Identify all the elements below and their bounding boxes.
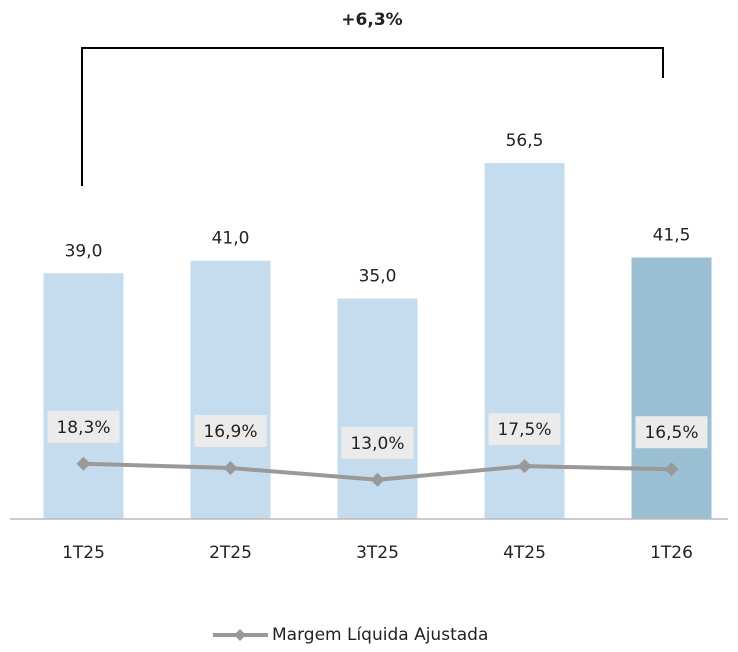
bar-value-label: 35,0 — [359, 267, 397, 287]
x-tick-label: 2T25 — [209, 543, 252, 563]
bar-value-label: 41,0 — [212, 229, 250, 249]
line-marker — [76, 456, 91, 471]
line-value-label: 17,5% — [497, 420, 551, 440]
x-tick-label: 4T25 — [503, 543, 546, 563]
x-tick-label: 3T25 — [356, 543, 399, 563]
bar — [190, 260, 271, 519]
bar-value-label: 41,5 — [653, 226, 691, 246]
line-label-box — [635, 416, 708, 449]
line-label-box — [341, 426, 414, 459]
line-value-label: 18,3% — [56, 418, 110, 438]
line-marker — [517, 459, 532, 474]
line-label-box — [194, 414, 267, 447]
bracket — [81, 47, 664, 186]
x-tick-label: 1T25 — [62, 543, 105, 563]
annotation: +6,3% — [341, 10, 402, 30]
line-label-box — [47, 410, 120, 443]
line-marker — [370, 472, 385, 487]
line-value-label: 13,0% — [350, 434, 404, 454]
legend-marker — [234, 629, 246, 641]
bar — [43, 273, 124, 519]
legend-label: Margem Líquida Ajustada — [272, 625, 488, 645]
line-marker — [223, 460, 238, 475]
bar-value-label: 39,0 — [65, 241, 103, 261]
bar — [631, 257, 712, 519]
line-marker — [664, 462, 679, 477]
line-value-label: 16,9% — [203, 422, 257, 442]
line-value-label: 16,5% — [644, 423, 698, 443]
x-tick-label: 1T26 — [650, 543, 693, 563]
line-label-box — [488, 413, 561, 446]
bar-value-label: 56,5 — [506, 131, 544, 151]
